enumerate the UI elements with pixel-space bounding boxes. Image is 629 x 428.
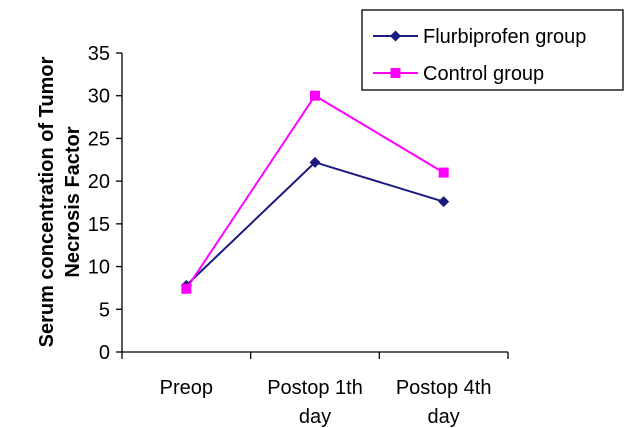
series-1 — [181, 90, 449, 294]
data-point — [438, 196, 450, 208]
x-axis: Preop Postop 1th day Postop 4th day — [121, 351, 509, 428]
data-point — [309, 156, 321, 168]
x-category-label: Postop 1th day — [267, 377, 363, 428]
y-tick-label: 30 — [88, 86, 110, 108]
series-layer — [180, 90, 450, 294]
y-axis-label: Serum concentration of Tumor Necrosis Fac… — [36, 56, 84, 347]
legend-label: Flurbiprofen group — [423, 26, 586, 48]
legend-marker — [390, 68, 401, 78]
y-tick-label: 35 — [88, 43, 110, 65]
y-axis-title: Serum concentration of Tumor Necrosis Fac… — [36, 56, 84, 347]
y-tick-label: 5 — [99, 299, 110, 321]
legend-item: Flurbiprofen group — [373, 26, 586, 48]
legend-box — [361, 9, 624, 91]
legend: Flurbiprofen group Control group — [361, 9, 624, 91]
y-tick-label: 15 — [88, 214, 110, 236]
x-category-label: Preop — [160, 377, 213, 399]
x-category-label: Postop 4th day — [396, 377, 492, 428]
y-tick-label: 20 — [88, 171, 110, 193]
series-line — [185, 161, 444, 287]
legend-marker — [390, 30, 401, 42]
data-point — [438, 167, 449, 178]
data-point — [310, 90, 320, 101]
data-point — [181, 283, 192, 294]
series-line — [185, 94, 445, 290]
y-tick-label: 0 — [99, 342, 110, 364]
series-0 — [180, 156, 450, 291]
legend-item: Control group — [373, 63, 544, 85]
y-tick-label: 25 — [88, 128, 110, 150]
y-axis: 0 5 10 15 20 25 30 35 — [88, 43, 123, 364]
y-tick-label: 10 — [88, 257, 110, 279]
legend-label: Control group — [423, 63, 544, 85]
